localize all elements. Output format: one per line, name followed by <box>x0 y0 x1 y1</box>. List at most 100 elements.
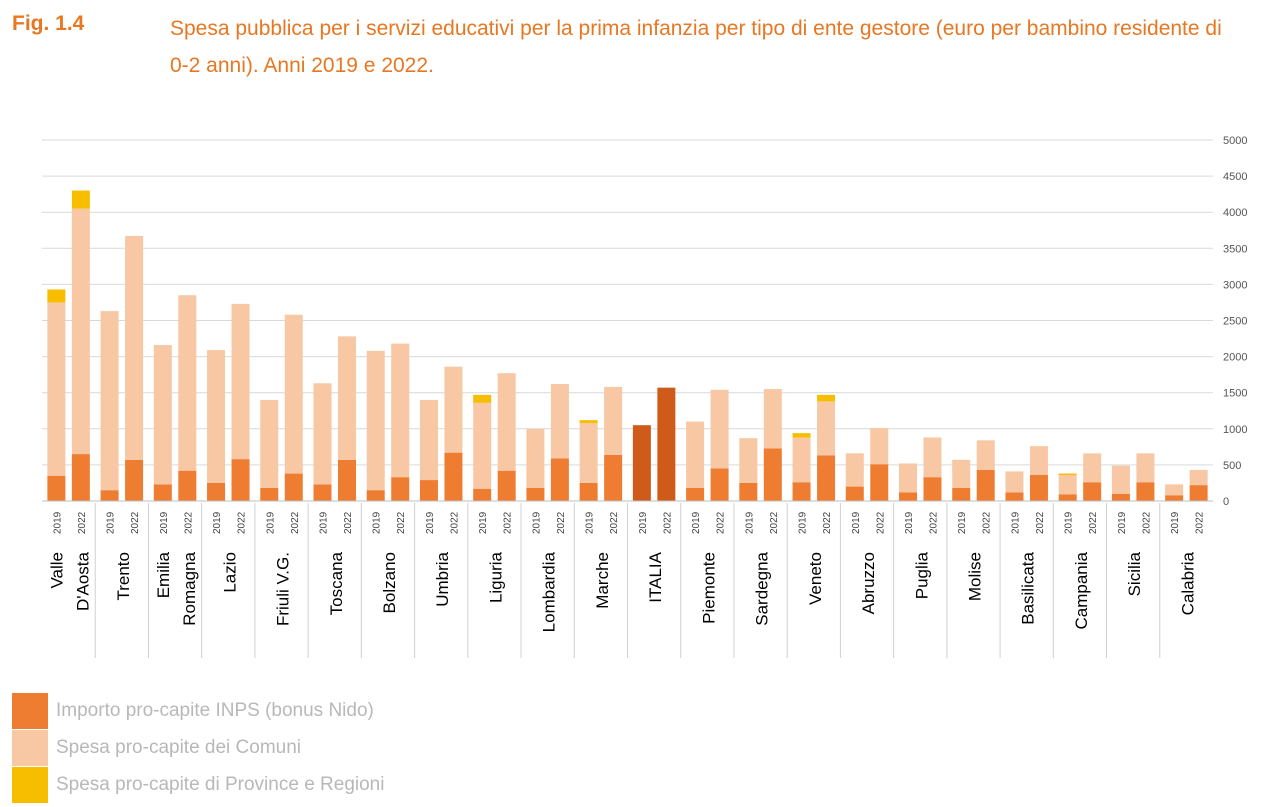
category-label: Abruzzo <box>859 552 878 614</box>
year-tick-label: 2019 <box>425 511 436 534</box>
legend-item-province: Spesa pro-capite di Province e Regioni <box>12 767 384 803</box>
year-tick-label: 2022 <box>928 511 939 534</box>
bar-segment-inps <box>792 482 811 501</box>
bar-segment-inps <box>1029 475 1048 501</box>
bar-segment-comuni <box>870 428 889 465</box>
bar-segment-province <box>817 394 836 402</box>
bar-segment-inps <box>366 490 385 501</box>
bar-segment-inps <box>391 477 410 501</box>
figure-title: Spesa pubblica per i servizi educativi p… <box>170 17 1222 77</box>
bar-segment-inps <box>313 484 332 501</box>
legend-label-province: Spesa pro-capite di Province e Regioni <box>56 774 385 795</box>
year-tick-label: 2019 <box>1117 511 1128 534</box>
category-label: Marche <box>593 552 612 609</box>
year-tick-label: 2019 <box>957 511 968 534</box>
bar-segment-inps <box>473 488 492 501</box>
year-tick-label: 2022 <box>77 511 88 534</box>
bar-segment-comuni <box>419 399 438 481</box>
y-tick-label: 5000 <box>1223 135 1247 147</box>
year-tick-label: 2022 <box>875 511 886 534</box>
bar-segment-inps <box>526 488 545 501</box>
category-label: D'Aosta <box>74 551 93 611</box>
category-label: Romagna <box>180 551 199 625</box>
bar-segment-province <box>579 420 598 424</box>
bar-segment-inps <box>657 387 676 501</box>
legend-item-inps: Importo pro-capite INPS (bonus Nido) <box>12 693 374 729</box>
y-tick-label: 2000 <box>1223 352 1247 364</box>
category-label: Molise <box>965 552 984 601</box>
y-tick-label: 2500 <box>1223 316 1247 328</box>
bar-segment-inps <box>604 454 623 501</box>
year-tick-label: 2019 <box>744 511 755 534</box>
year-tick-label: 2022 <box>662 511 673 534</box>
y-tick-label: 4500 <box>1223 171 1247 183</box>
year-tick-label: 2019 <box>212 511 223 534</box>
year-tick-label: 2019 <box>372 511 383 534</box>
bar-segment-comuni <box>47 302 66 476</box>
legend-swatch-comuni <box>12 730 48 766</box>
bar-segment-inps <box>419 480 438 501</box>
category-label: Friuli V.G. <box>274 552 293 626</box>
bar-segment-comuni <box>1189 469 1208 486</box>
category-label: Umbria <box>433 551 452 606</box>
bar-segment-comuni <box>550 384 569 459</box>
category-label: Bolzano <box>380 552 399 613</box>
bar-segment-comuni <box>497 373 516 471</box>
bar-segment-inps <box>976 469 995 501</box>
category-label: Trento <box>114 552 133 601</box>
year-tick-label: 2022 <box>183 511 194 534</box>
bar-segment-comuni <box>231 303 250 460</box>
bar-segment-inps <box>178 470 197 501</box>
bar-segment-inps <box>845 486 864 501</box>
year-tick-label: 2019 <box>531 511 542 534</box>
category-label: ITALIA <box>646 551 665 602</box>
bar-segment-inps <box>207 482 226 501</box>
year-tick-label: 2019 <box>159 511 170 534</box>
bar-segment-province <box>47 289 66 303</box>
y-tick-label: 1000 <box>1223 424 1247 436</box>
bar-segment-inps <box>337 459 356 501</box>
year-tick-label: 2022 <box>130 511 141 534</box>
year-tick-label: 2019 <box>691 511 702 534</box>
legend-item-comuni: Spesa pro-capite dei Comuni <box>12 730 301 766</box>
year-tick-label: 2019 <box>851 511 862 534</box>
year-tick-label: 2019 <box>319 511 330 534</box>
bar-segment-comuni <box>1083 453 1102 483</box>
y-tick-label: 3500 <box>1223 243 1247 255</box>
category-label: Liguria <box>486 551 505 603</box>
y-tick-label: 500 <box>1223 460 1241 472</box>
year-tick-label: 2022 <box>1141 511 1152 534</box>
category-label: Lombardia <box>540 551 559 632</box>
category-label: Emilia <box>154 551 173 598</box>
year-tick-label: 2022 <box>1035 511 1046 534</box>
bar-segment-inps <box>100 490 119 501</box>
category-label: Valle <box>48 552 67 589</box>
y-tick-label: 0 <box>1223 496 1229 508</box>
bar-segment-comuni <box>952 459 971 489</box>
year-tick-label: 2022 <box>556 511 567 534</box>
year-tick-label: 2019 <box>1010 511 1021 534</box>
bar-segment-comuni <box>71 208 90 455</box>
bar-segment-province <box>1058 473 1077 476</box>
bar-segment-inps <box>260 488 279 501</box>
bar-segment-comuni <box>207 350 226 483</box>
bar-segment-inps <box>632 425 651 501</box>
year-tick-label: 2022 <box>1195 511 1206 534</box>
legend-label-comuni: Spesa pro-capite dei Comuni <box>56 737 302 758</box>
bar-segment-inps <box>444 452 463 501</box>
category-label: Campania <box>1072 551 1091 629</box>
year-tick-label: 2019 <box>478 511 489 534</box>
bar-segment-comuni <box>686 421 705 489</box>
year-tick-label: 2022 <box>822 511 833 534</box>
stacked-bar-chart: 0 500 1000 1500 2000 2500 3000 3500 4000 4500 5000… <box>42 135 1247 658</box>
bar-segment-inps <box>497 470 516 501</box>
year-tick-label: 2022 <box>503 511 514 534</box>
year-tick-label: 2022 <box>449 511 460 534</box>
bar-segment-comuni <box>1111 465 1130 494</box>
bar-segment-inps <box>1005 492 1024 501</box>
year-tick-label: 2022 <box>716 511 727 534</box>
bar-segment-comuni <box>817 401 836 456</box>
year-tick-label: 2019 <box>638 511 649 534</box>
bar-segment-comuni <box>763 389 782 449</box>
bar-segment-inps <box>153 484 172 501</box>
